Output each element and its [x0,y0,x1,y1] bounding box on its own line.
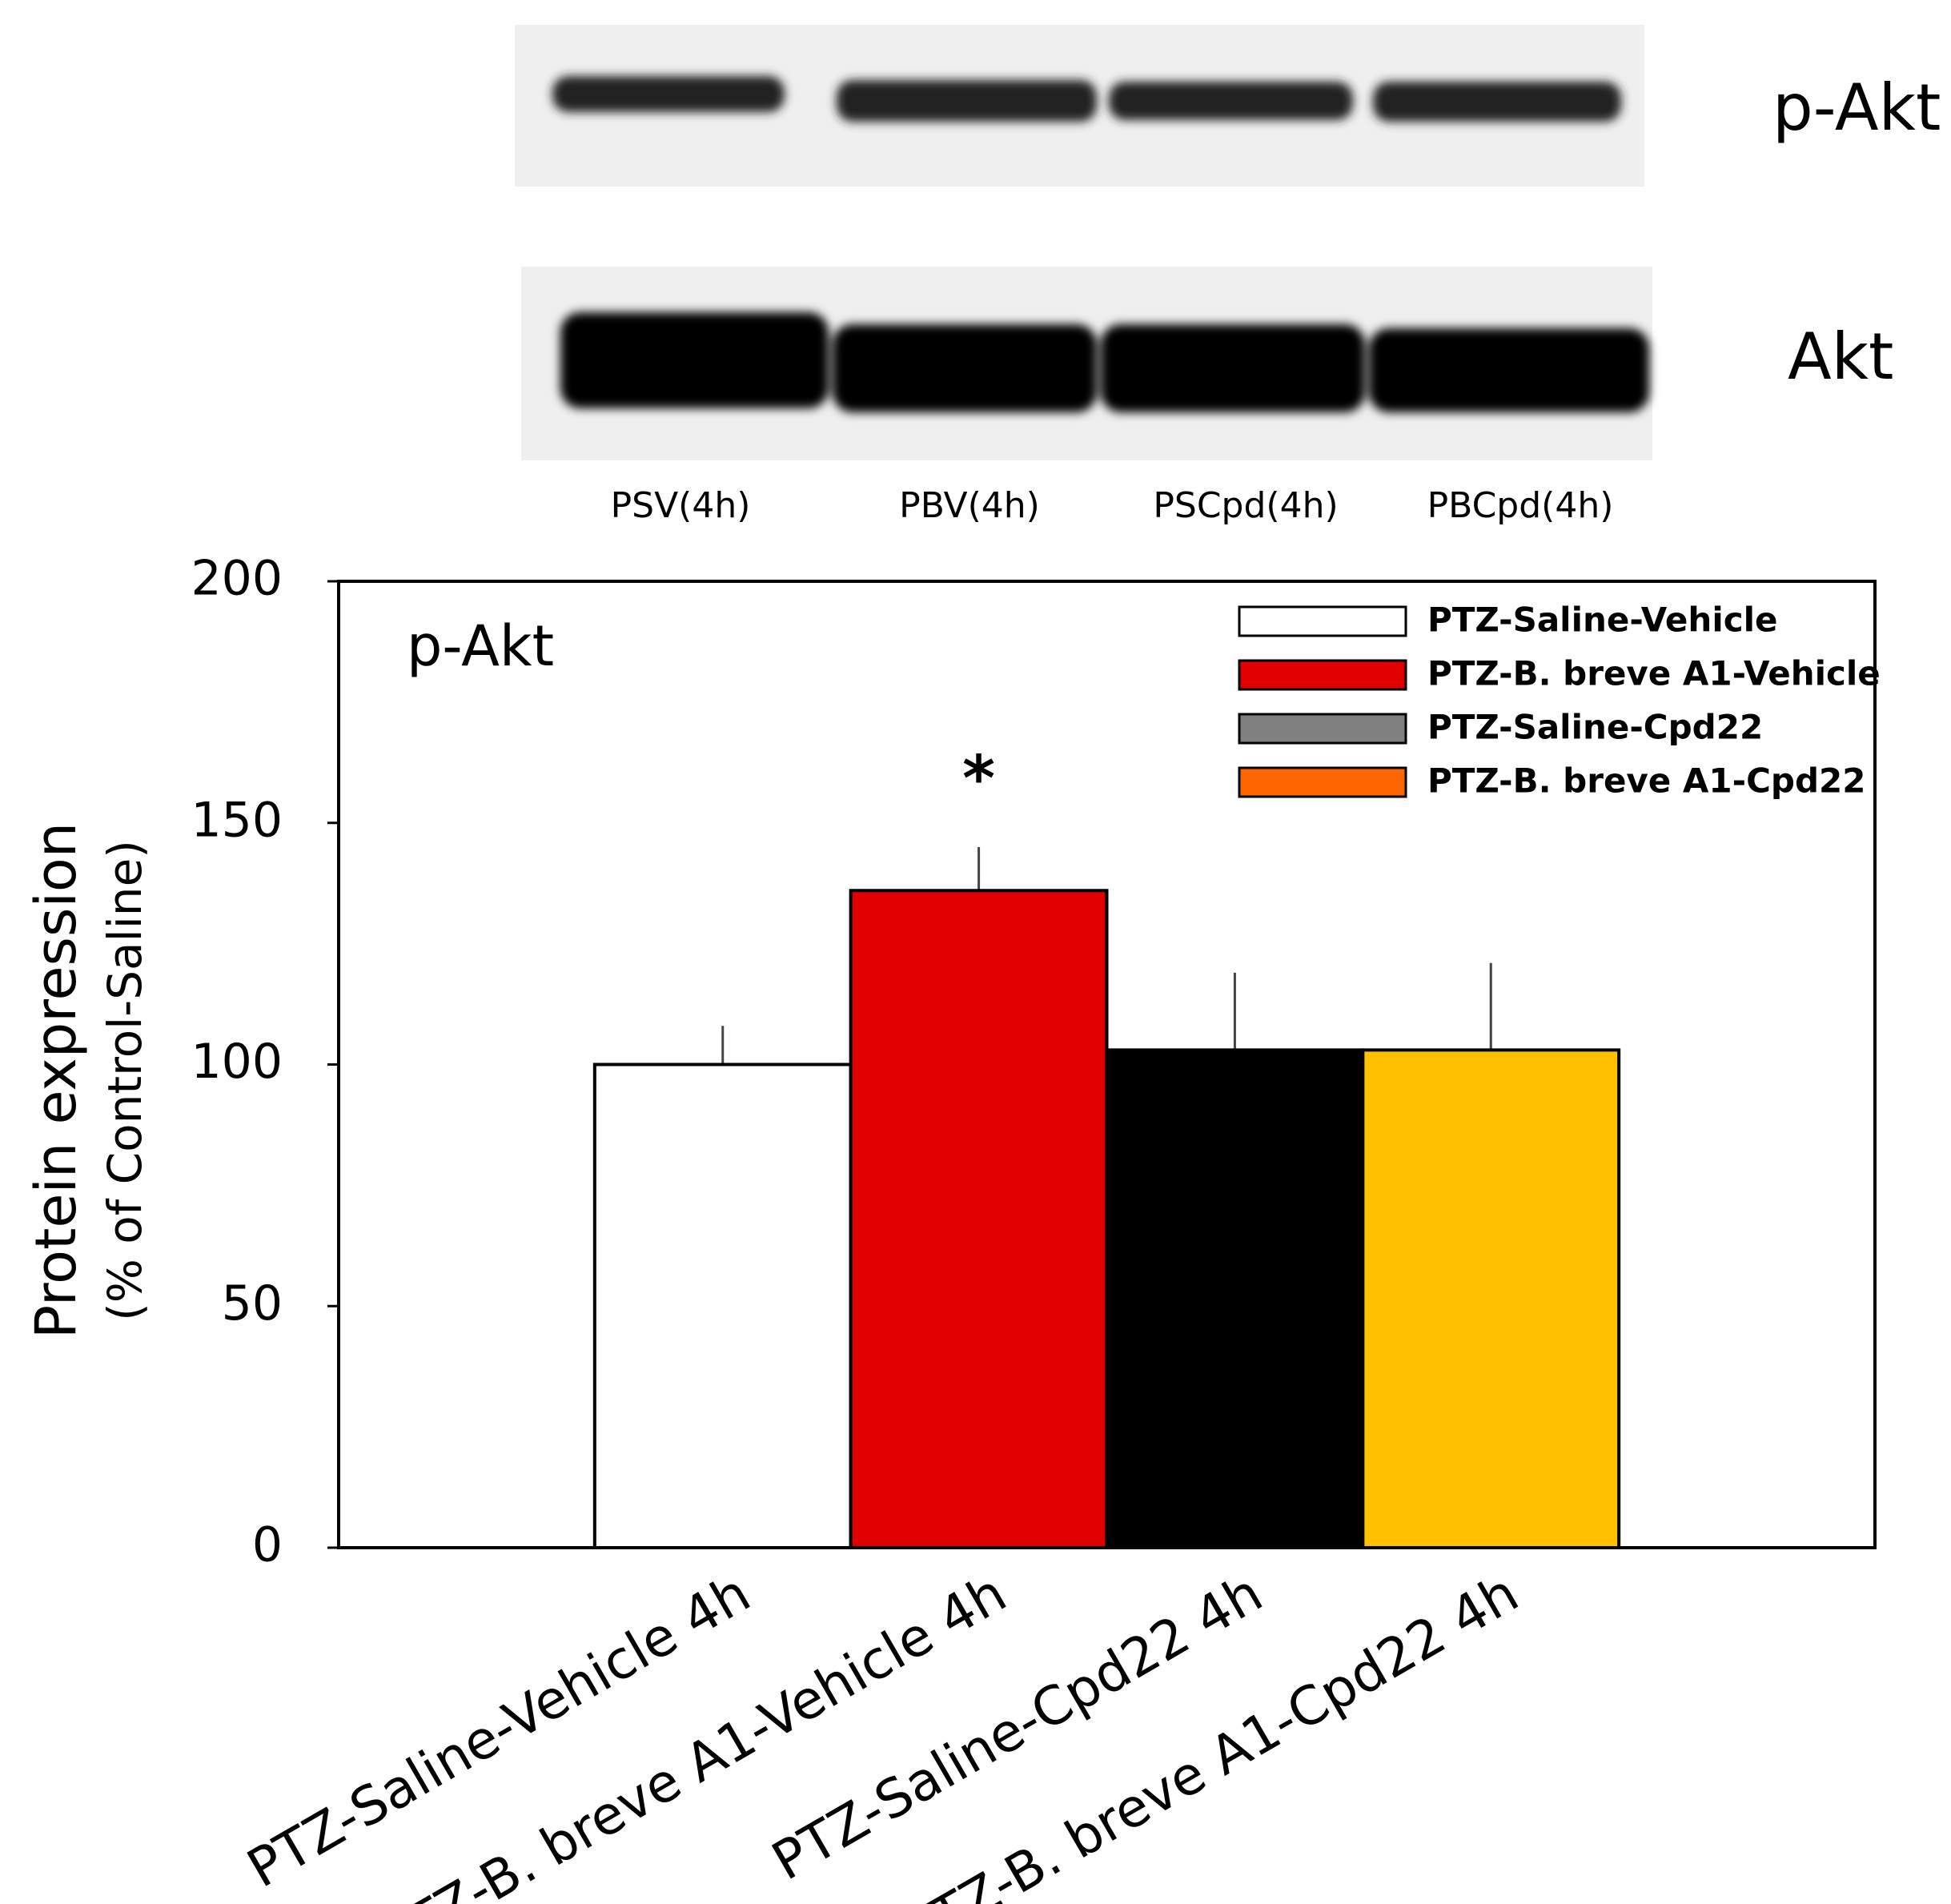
bar [1361,1048,1621,1549]
y-tick-label: 0 [252,1517,283,1573]
y-axis-label: Protein expression [23,822,89,1339]
lane-label: PBCpd(4h) [1427,485,1614,526]
band-label: Akt [1788,319,1893,394]
legend-label: PTZ-Saline-Vehicle [1427,601,1778,640]
y-tick-label: 50 [222,1275,283,1332]
blot-bands [552,76,1621,122]
y-tick-label: 100 [191,1034,283,1090]
y-tick-label: 200 [191,551,283,607]
legend-label: PTZ-B. breve A1-Cpd22 [1427,761,1865,801]
legend-swatch [1238,659,1407,691]
y-axis-label: (% of Control-Saline) [98,840,152,1321]
bar [849,889,1109,1549]
lane-label: PBV(4h) [899,485,1040,526]
chart-title: p-Akt [407,613,554,679]
lane-label: PSCpd(4h) [1153,485,1338,526]
legend-label: PTZ-Saline-Cpd22 [1427,708,1763,747]
plot-frame [337,580,1877,1549]
lane-label: PSV(4h) [611,485,751,526]
y-tick-label: 150 [191,792,283,848]
band-label: p-Akt [1772,70,1941,145]
bar [1105,1048,1365,1549]
blot-bands [560,312,1649,412]
legend-swatch [1238,766,1407,798]
legend-swatch [1238,713,1407,745]
bar [592,1062,853,1549]
legend-label: PTZ-B. breve A1-Vehicle [1427,654,1881,693]
legend-swatch [1238,605,1407,637]
significance-mark: * [962,743,995,815]
